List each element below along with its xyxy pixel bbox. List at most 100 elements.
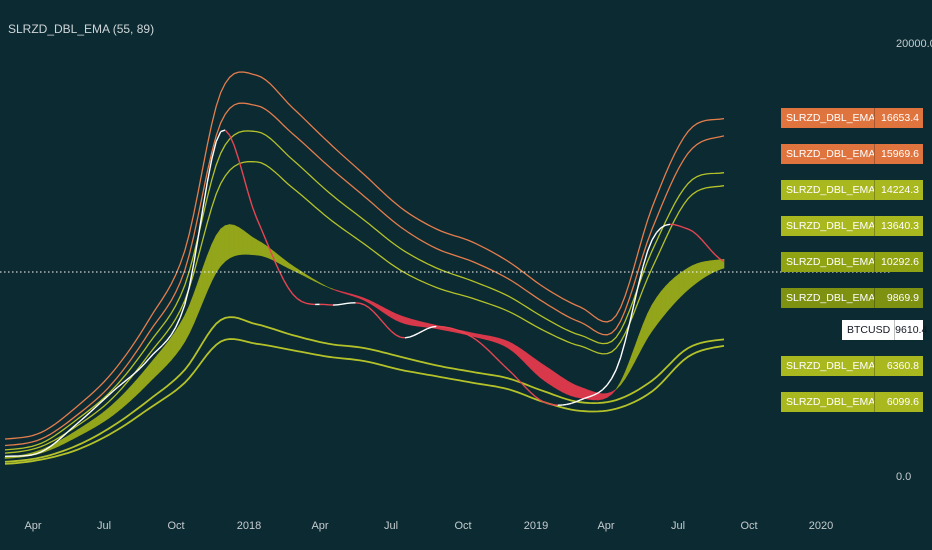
ema-ribbon-segment xyxy=(94,414,100,428)
ema-ribbon-segment xyxy=(570,382,577,398)
price-chart[interactable] xyxy=(0,0,890,490)
price-label[interactable]: BTCUSD 9610.4 xyxy=(842,320,927,340)
price-segment xyxy=(507,369,514,375)
price-segment xyxy=(498,360,505,367)
price-segment xyxy=(292,293,298,300)
ema-ribbon-segment xyxy=(602,393,608,400)
price-label-value: 15969.6 xyxy=(874,144,923,164)
ema-ribbon-segment xyxy=(179,314,186,350)
price-label[interactable]: SLRZD_DBL_EMA:EMA Short10292.6 xyxy=(781,252,923,272)
study-title[interactable]: SLRZD_DBL_EMA (55, 89) xyxy=(8,22,155,36)
price-segment xyxy=(665,223,671,226)
price-segment xyxy=(170,326,177,336)
time-scale[interactable]: Apr Jul Oct 2018 Apr Jul Oct 2019 Apr Ju… xyxy=(0,490,890,550)
price-label-name: SLRZD_DBL_EMA:EMA 1.618 xyxy=(786,148,874,160)
y-tick-label: 0.0 xyxy=(896,471,912,483)
x-tick-label: Apr xyxy=(597,520,615,532)
ema-ribbon-segment xyxy=(642,313,648,347)
ema-ribbon-segment xyxy=(144,364,150,389)
ema-ribbon-segment xyxy=(350,293,356,298)
price-segment xyxy=(346,302,352,305)
price-label[interactable]: SLRZD_DBL_EMA:EMA Long9869.9 xyxy=(781,288,923,308)
price-label[interactable]: SLRZD_DBL_EMA:EMA 1.61816653.4 xyxy=(781,108,923,128)
ema-ribbon-segment xyxy=(656,290,662,326)
ema-ribbon-segment xyxy=(539,361,545,382)
ema-ribbon-segment xyxy=(674,273,680,304)
price-segment xyxy=(413,332,419,337)
ema-ribbon-segment xyxy=(624,360,630,380)
price-segment xyxy=(701,238,707,246)
price-segment xyxy=(139,363,145,370)
ema-ribbon-segment xyxy=(548,367,554,388)
price-segment xyxy=(463,331,469,336)
price-segment xyxy=(148,353,154,360)
x-tick-label: 2018 xyxy=(236,520,262,532)
price-label-name: SLRZD_DBL_EMA:EMA 1.618 xyxy=(786,112,874,124)
price-segment xyxy=(202,182,208,210)
ema-line-ema1618 xyxy=(4,102,725,447)
ema-ribbon-segment xyxy=(211,235,217,282)
ema-ribbon-segment xyxy=(76,426,82,438)
price-scale[interactable]: 20000.0 0.0 xyxy=(890,0,932,550)
price-segment xyxy=(710,249,716,256)
ema-ribbon-segment xyxy=(719,259,725,270)
price-segment xyxy=(696,234,703,240)
price-segment xyxy=(49,442,55,448)
ema-ribbon-segment xyxy=(692,263,698,287)
price-segment xyxy=(485,347,491,353)
price-label-value: 9869.9 xyxy=(874,288,923,308)
ema-ribbon-segment xyxy=(611,388,617,395)
price-segment xyxy=(188,263,195,288)
ema-ribbon-segment xyxy=(552,370,559,390)
price-label-name: SLRZD_DBL_EMA:EMA 1.382 xyxy=(786,184,874,196)
price-segment xyxy=(476,339,482,345)
ema-ribbon-segment xyxy=(224,224,230,262)
price-segment xyxy=(530,392,536,398)
price-label[interactable]: SLRZD_DBL_EMA:EMA 1.61815969.6 xyxy=(781,144,923,164)
price-segment xyxy=(206,159,213,183)
price-segment xyxy=(593,392,599,396)
price-label-value: 6099.6 xyxy=(874,392,923,412)
price-label[interactable]: SLRZD_DBL_EMA:EMA 1.38213640.3 xyxy=(781,216,923,236)
ema-ribbon-segment xyxy=(714,259,720,272)
price-segment xyxy=(296,297,302,303)
price-segment xyxy=(611,369,617,379)
ema-ribbon-segment xyxy=(319,282,325,287)
price-segment xyxy=(256,217,262,229)
ema-ribbon-segment xyxy=(701,260,707,280)
ema-ribbon-segment xyxy=(328,287,334,290)
price-segment xyxy=(341,302,347,305)
price-segment xyxy=(534,395,541,401)
ema-ribbon-segment xyxy=(395,313,401,323)
price-segment xyxy=(548,403,554,406)
price-segment xyxy=(619,341,626,358)
ema-ribbon-segment xyxy=(67,432,73,443)
price-segment xyxy=(705,244,712,251)
price-segment xyxy=(71,423,78,429)
price-segment xyxy=(355,302,361,305)
ema-ribbon-segment xyxy=(63,435,69,445)
price-label-value: 9610.4 xyxy=(894,320,931,340)
price-label[interactable]: SLRZD_DBL_EMA:EMA 0.6186099.6 xyxy=(781,392,923,412)
price-segment xyxy=(98,399,105,405)
ema-ribbon-segment xyxy=(337,290,343,294)
price-label[interactable]: SLRZD_DBL_EMA:EMA 0.6186360.8 xyxy=(781,356,923,376)
ema-ribbon-segment xyxy=(278,255,284,267)
ema-ribbon-segment xyxy=(188,294,195,334)
ema-ribbon-segment xyxy=(404,316,410,326)
ema-ribbon-segment xyxy=(575,384,581,399)
price-segment xyxy=(116,383,123,389)
ema-ribbon-segment xyxy=(543,364,550,385)
x-tick-label: Apr xyxy=(311,520,329,532)
ema-ribbon-segment xyxy=(400,315,406,325)
price-segment xyxy=(67,427,73,433)
price-label-value: 14224.3 xyxy=(874,180,923,200)
price-segment xyxy=(193,237,199,264)
ema-line-ema1382 xyxy=(4,161,725,454)
price-segment xyxy=(301,300,307,304)
ema-ribbon-segment xyxy=(310,276,316,282)
price-segment xyxy=(220,129,226,133)
price-label[interactable]: SLRZD_DBL_EMA:EMA 1.38214224.3 xyxy=(781,180,923,200)
ema-ribbon-segment xyxy=(206,244,213,292)
ema-ribbon-segment xyxy=(620,372,626,386)
